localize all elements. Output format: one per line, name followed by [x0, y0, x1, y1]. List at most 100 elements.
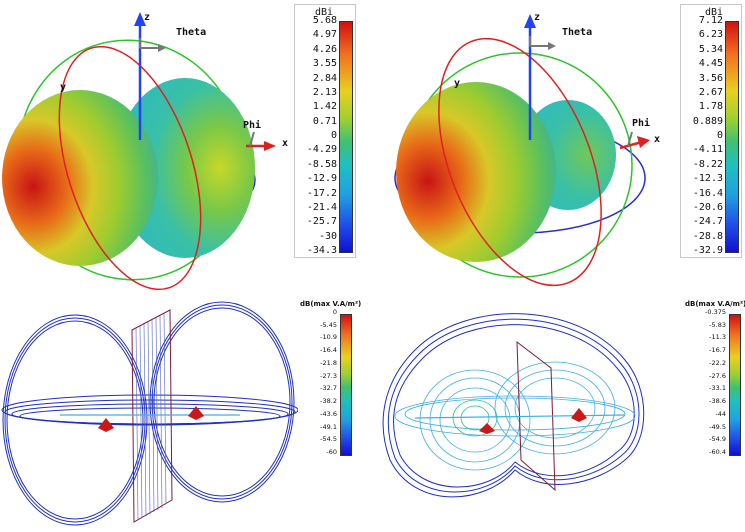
legend-tick-label: 2.84	[312, 72, 337, 84]
phi-vector	[249, 131, 255, 147]
theta-arrow-icon	[548, 42, 556, 50]
marker-right-icon	[188, 406, 204, 420]
field-line-group	[382, 313, 645, 498]
legend-tick-label: 0	[716, 130, 723, 141]
y-axis-label: y	[454, 78, 460, 89]
legend-tick-label: 1.42	[312, 101, 337, 113]
marker-right-icon	[571, 408, 587, 422]
legend-tick-label: -43.6	[320, 409, 337, 418]
legend-unit: dB(max V.A/m²)	[685, 300, 745, 308]
legend-tick-label: -4.11	[692, 144, 723, 156]
legend-tick-label: -11.3	[709, 333, 726, 342]
legend-tick-label: -38.6	[709, 397, 726, 406]
legend-tick-label: -22.2	[709, 358, 726, 367]
legend-tick-label: -21.4	[306, 201, 337, 213]
legend-tick-label: 4.97	[312, 29, 337, 41]
field-lines-left	[1, 301, 299, 526]
legend-tick-label: 1.78	[698, 101, 723, 113]
phi-label: Phi	[243, 119, 261, 131]
theta-arrow-icon	[158, 44, 166, 52]
legend-tick-label: -38.2	[320, 397, 337, 406]
legend-unit: dB(max V.A/m²)	[300, 300, 362, 308]
x-axis-arrow-icon	[637, 136, 650, 148]
colorbar	[725, 21, 739, 253]
legend-tick-label: -5.45	[320, 320, 337, 329]
field-line-group	[1, 301, 299, 526]
legend-tick-label: -32.7	[320, 384, 337, 393]
legend-tick-label: -24.7	[692, 216, 723, 228]
pattern-3d-right: z Theta y x Phi	[394, 12, 660, 287]
lobe-left	[396, 82, 556, 262]
phi-vector	[627, 131, 633, 147]
legend-tick-label: -25.7	[306, 216, 337, 228]
lobe-left	[2, 90, 158, 266]
mid-plane	[131, 309, 173, 523]
legend-tick-label: 2.13	[312, 86, 337, 98]
z-axis-label: z	[144, 12, 150, 23]
y-axis-label: y	[60, 82, 66, 93]
legend-tick-label: -21.8	[320, 358, 337, 367]
z-axis-label: z	[534, 12, 540, 23]
theta-label: Theta	[176, 27, 206, 38]
legend-tick-label: -27.6	[709, 371, 726, 380]
legend-tick-label: -0.375	[705, 308, 726, 316]
legend-tick-label: 0	[332, 308, 337, 316]
legend-tick-label: -49.5	[709, 422, 726, 431]
legend-tick-label: -54.9	[709, 435, 726, 444]
legend-tick-label: -16.4	[320, 346, 337, 355]
legend-bottom-right: dB(max V.A/m²) -0.375 -5.83 -11.3 -16.7 -22.…	[683, 298, 745, 460]
legend-tick-label: -10.9	[320, 333, 337, 342]
legend-tick-label: -12.3	[692, 173, 723, 185]
axis-line	[414, 414, 626, 419]
legend-tick-label: -32.9	[692, 245, 723, 256]
plane-lines	[135, 313, 167, 521]
legend-top-left: dBi 5.68 4.97 4.26 3.55 2.84 2.13 1.42 0.71 0 -4.…	[294, 4, 356, 258]
field-lines-right	[382, 313, 645, 498]
inner-field-lines	[394, 361, 636, 471]
colorbar	[339, 21, 353, 253]
legend-tick-label: -60	[326, 448, 337, 456]
legend-tick-label: 0.71	[312, 115, 337, 127]
legend-tick-label: -44	[715, 409, 726, 418]
legend-tick-label: -17.2	[306, 187, 337, 199]
legend-tick-label: -16.7	[709, 346, 726, 355]
marker-left-icon	[479, 423, 495, 434]
theta-label: Theta	[562, 27, 592, 38]
legend-tick-label: -16.4	[692, 187, 723, 199]
legend-tick-label: -60.4	[709, 448, 726, 456]
z-axis-arrow-icon	[524, 14, 536, 28]
legend-tick-label: 0.889	[692, 115, 723, 127]
legend-tick-label: -20.6	[692, 201, 723, 213]
legend-tick-label: -12.9	[306, 173, 337, 185]
x-axis-label: x	[654, 134, 660, 145]
legend-tick-label: -28.8	[692, 230, 723, 242]
legend-tick-label: -8.58	[306, 158, 337, 170]
marker-left-icon	[98, 418, 114, 432]
legend-tick-label: 4.26	[312, 43, 337, 55]
legend-tick-label: -33.1	[709, 384, 726, 393]
legend-bottom-left: dB(max V.A/m²) 0 -5.45 -10.9 -16.4 -21.8 -27.…	[298, 298, 361, 460]
x-axis-arrow-icon	[264, 141, 276, 151]
legend-top-right: dBi 7.12 6.23 5.34 4.45 3.56 2.67 1.78 0.889 0 -4…	[680, 4, 742, 258]
ring-yz	[438, 37, 602, 287]
legend-tick-label: -49.1	[320, 422, 337, 431]
legend-tick-label: 0	[330, 130, 337, 141]
legend-tick-label: -27.3	[320, 371, 337, 380]
ring-yz	[58, 45, 202, 291]
colorbar	[729, 314, 741, 456]
legend-tick-label: 3.56	[698, 72, 723, 84]
x-axis-label: x	[282, 138, 288, 149]
mid-plane	[516, 340, 556, 492]
legend-tick-label: -54.5	[320, 435, 337, 444]
legend-tick-label: 5.34	[698, 43, 723, 55]
legend-unit: dBi	[315, 7, 334, 18]
legend-tick-label: 5.68	[312, 15, 337, 26]
legend-tick-label: -8.22	[692, 158, 723, 170]
legend-tick-label: 2.67	[698, 86, 723, 98]
pattern-3d-left: z Theta y x Phi	[2, 12, 288, 291]
phi-label: Phi	[632, 117, 650, 129]
legend-tick-label: 3.55	[312, 58, 337, 70]
colorbar	[340, 314, 352, 456]
x-axis	[619, 140, 643, 150]
legend-tick-label: -5.83	[709, 320, 726, 329]
